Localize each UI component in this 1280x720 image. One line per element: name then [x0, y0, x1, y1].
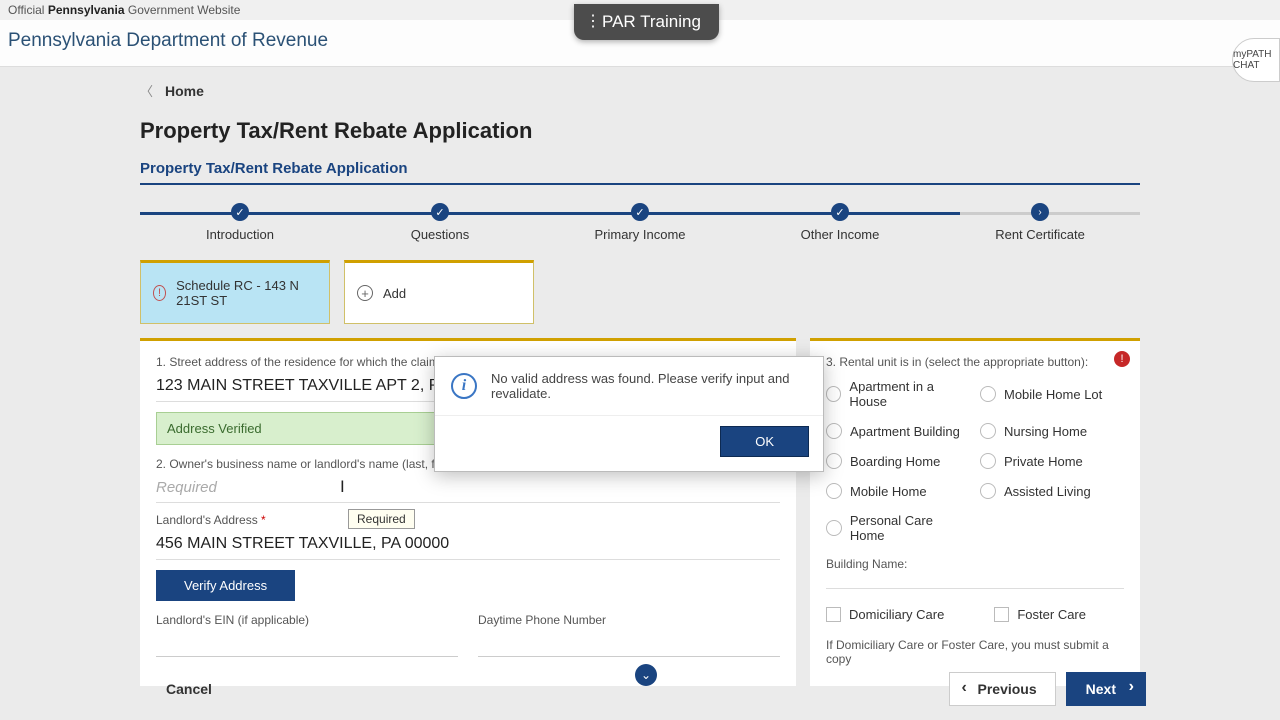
required-tooltip: Required — [348, 509, 415, 529]
radio-mobile-home[interactable]: Mobile Home — [826, 483, 970, 499]
stepper: ✓Introduction ✓Questions ✓Primary Income… — [140, 203, 1140, 242]
radio-apartment-building[interactable]: Apartment Building — [826, 423, 970, 439]
checkbox-domiciliary[interactable]: Domiciliary Care — [826, 607, 944, 622]
owner-name-input[interactable]: Required I — [156, 475, 780, 503]
step-dot-rent-certificate[interactable]: › — [1031, 203, 1049, 221]
breadcrumb-home[interactable]: Home — [165, 83, 204, 99]
landlord-address-value[interactable]: 456 MAIN STREET TAXVILLE, PA 00000 — [156, 531, 780, 560]
error-badge-icon: ! — [1114, 351, 1130, 367]
building-name-label: Building Name: — [826, 557, 1124, 571]
info-icon: i — [451, 373, 477, 399]
alert-icon: ! — [153, 285, 166, 301]
text-cursor-icon: I — [340, 477, 345, 497]
ein-label: Landlord's EIN (if applicable) — [156, 613, 458, 627]
q3-label: 3. Rental unit is in (select the appropr… — [826, 355, 1124, 369]
card-add[interactable]: + Add — [344, 260, 534, 324]
radio-nursing-home[interactable]: Nursing Home — [980, 423, 1124, 439]
validation-modal: i No valid address was found. Please ver… — [434, 356, 824, 472]
plus-icon: + — [357, 285, 373, 301]
care-note: If Domiciliary Care or Foster Care, you … — [826, 638, 1124, 666]
step-dot-primary-income[interactable]: ✓ — [631, 203, 649, 221]
section-title: Property Tax/Rent Rebate Application — [140, 160, 1140, 185]
radio-personal-care[interactable]: Personal Care Home — [826, 513, 970, 543]
breadcrumb: 〈 Home — [140, 75, 1140, 106]
phone-input[interactable] — [478, 631, 780, 657]
chat-icon[interactable]: myPATH CHAT — [1232, 38, 1280, 82]
right-panel: ! 3. Rental unit is in (select the appro… — [810, 338, 1140, 686]
page-title: Property Tax/Rent Rebate Application — [140, 118, 1140, 144]
next-button[interactable]: Next — [1066, 672, 1146, 706]
previous-button[interactable]: Previous — [949, 672, 1056, 706]
step-dot-introduction[interactable]: ✓ — [231, 203, 249, 221]
building-name-input[interactable] — [826, 571, 1124, 589]
ein-input[interactable] — [156, 631, 458, 657]
training-badge: PAR Training — [574, 4, 719, 40]
radio-assisted-living[interactable]: Assisted Living — [980, 483, 1124, 499]
verify-address-button[interactable]: Verify Address — [156, 570, 295, 601]
radio-private-home[interactable]: Private Home — [980, 453, 1124, 469]
card-schedule-rc[interactable]: ! Schedule RC - 143 N 21ST ST — [140, 260, 330, 324]
radio-mobile-home-lot[interactable]: Mobile Home Lot — [980, 379, 1124, 409]
step-dot-questions[interactable]: ✓ — [431, 203, 449, 221]
checkbox-foster[interactable]: Foster Care — [994, 607, 1086, 622]
radio-apartment-house[interactable]: Apartment in a House — [826, 379, 970, 409]
footer-bar: Cancel Previous Next — [146, 664, 1146, 714]
radio-boarding-home[interactable]: Boarding Home — [826, 453, 970, 469]
landlord-address-label: Landlord's Address * Required — [156, 513, 780, 527]
ok-button[interactable]: OK — [720, 426, 809, 457]
chevron-left-icon[interactable]: 〈 — [140, 81, 153, 100]
step-dot-other-income[interactable]: ✓ — [831, 203, 849, 221]
phone-label: Daytime Phone Number — [478, 613, 780, 627]
modal-message: No valid address was found. Please verif… — [491, 371, 807, 401]
cancel-button[interactable]: Cancel — [146, 673, 232, 705]
